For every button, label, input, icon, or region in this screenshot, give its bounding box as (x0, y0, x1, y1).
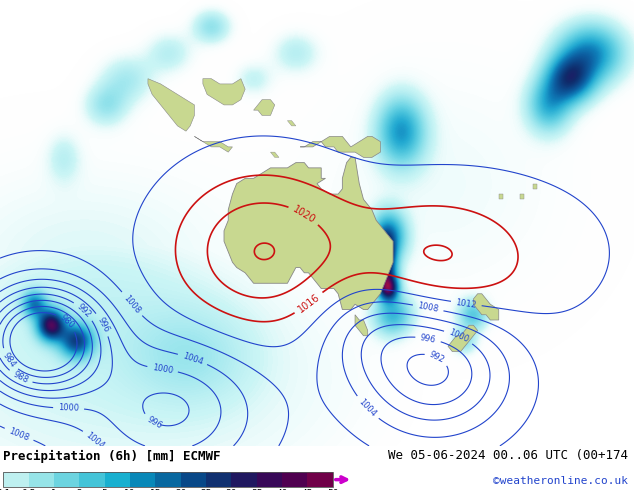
Text: 1004: 1004 (357, 397, 378, 418)
Text: 1000: 1000 (447, 328, 470, 345)
Text: 1004: 1004 (84, 431, 107, 451)
Polygon shape (533, 184, 537, 189)
Polygon shape (474, 294, 499, 320)
Polygon shape (287, 121, 296, 126)
Polygon shape (355, 315, 368, 336)
Text: 1008: 1008 (417, 301, 439, 314)
Text: 45: 45 (302, 489, 313, 490)
Text: 2: 2 (77, 489, 82, 490)
Text: 5: 5 (101, 489, 108, 490)
Bar (105, 472, 130, 488)
Bar (155, 472, 181, 488)
Text: 1012: 1012 (455, 297, 477, 310)
Polygon shape (148, 79, 195, 131)
Text: 30: 30 (226, 489, 237, 490)
Text: 992: 992 (428, 350, 446, 365)
Text: 996: 996 (145, 415, 164, 430)
Text: 50: 50 (327, 489, 339, 490)
Text: 35: 35 (251, 489, 262, 490)
Polygon shape (224, 157, 393, 310)
Text: 984: 984 (1, 351, 17, 369)
Bar (181, 472, 206, 488)
Text: 25: 25 (200, 489, 212, 490)
Text: 996: 996 (420, 333, 437, 344)
Text: We 05-06-2024 00..06 UTC (00+174: We 05-06-2024 00..06 UTC (00+174 (387, 449, 628, 463)
Text: 992: 992 (75, 302, 93, 319)
Bar (231, 472, 257, 488)
Polygon shape (499, 194, 503, 199)
Text: 1000: 1000 (58, 403, 79, 413)
Text: 10: 10 (124, 489, 136, 490)
Text: 1000: 1000 (152, 363, 174, 375)
Polygon shape (448, 325, 477, 351)
Text: Precipitation (6h) [mm] ECMWF: Precipitation (6h) [mm] ECMWF (3, 449, 221, 463)
Text: 1020: 1020 (291, 204, 317, 225)
Bar (257, 472, 282, 488)
Text: 0.1: 0.1 (0, 489, 10, 490)
Text: ©weatheronline.co.uk: ©weatheronline.co.uk (493, 476, 628, 487)
Text: 40: 40 (276, 489, 288, 490)
Text: 1016: 1016 (296, 292, 321, 314)
Bar (206, 472, 231, 488)
Polygon shape (254, 99, 275, 116)
Text: 988: 988 (11, 370, 30, 385)
Text: 1: 1 (51, 489, 57, 490)
Text: 20: 20 (175, 489, 186, 490)
Text: 1004: 1004 (181, 351, 204, 367)
Bar (79, 472, 105, 488)
Bar (130, 472, 155, 488)
Text: 1008: 1008 (122, 293, 142, 315)
Bar (54, 472, 79, 488)
Polygon shape (520, 194, 524, 199)
Polygon shape (271, 152, 279, 157)
Text: 980: 980 (58, 313, 76, 331)
Polygon shape (203, 79, 245, 105)
Text: 15: 15 (150, 489, 161, 490)
Bar (307, 472, 333, 488)
Text: 0.5: 0.5 (22, 489, 36, 490)
Text: 1008: 1008 (8, 426, 30, 442)
Bar (282, 472, 307, 488)
Bar (3, 472, 29, 488)
Text: 996: 996 (95, 316, 110, 334)
Bar (29, 472, 54, 488)
Polygon shape (195, 136, 233, 152)
Bar (3, 472, 333, 488)
Polygon shape (300, 136, 380, 157)
